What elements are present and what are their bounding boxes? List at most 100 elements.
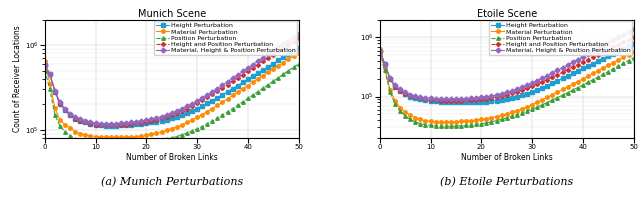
Material, Height & Position Perturbation bbox=[376, 49, 383, 52]
Position Perturbation bbox=[462, 124, 470, 127]
Legend: Height Perturbation, Material Perturbation, Position Perturbation, Height and Po: Height Perturbation, Material Perturbati… bbox=[154, 21, 298, 55]
Position Perturbation bbox=[376, 52, 383, 54]
Material, Height & Position Perturbation bbox=[97, 123, 104, 125]
Position Perturbation bbox=[457, 125, 465, 127]
Y-axis label: Count of Receiver Locations: Count of Receiver Locations bbox=[13, 25, 22, 132]
Height and Position Perturbation bbox=[127, 123, 135, 125]
Material, Height & Position Perturbation bbox=[214, 87, 221, 90]
Position Perturbation bbox=[630, 57, 637, 59]
Height Perturbation bbox=[457, 101, 465, 103]
Material Perturbation bbox=[548, 94, 556, 96]
Height Perturbation bbox=[127, 123, 135, 126]
Text: (b) Etoile Perturbations: (b) Etoile Perturbations bbox=[440, 177, 573, 187]
Height Perturbation bbox=[462, 101, 470, 103]
Material Perturbation bbox=[295, 52, 303, 54]
Position Perturbation bbox=[102, 144, 109, 146]
Line: Material Perturbation: Material Perturbation bbox=[43, 51, 300, 139]
Height Perturbation bbox=[548, 82, 556, 84]
Text: (a) Munich Perturbations: (a) Munich Perturbations bbox=[100, 177, 243, 187]
Line: Height and Position Perturbation: Height and Position Perturbation bbox=[43, 37, 300, 127]
Material, Height & Position Perturbation bbox=[290, 36, 298, 38]
Material, Height & Position Perturbation bbox=[228, 77, 236, 80]
Height Perturbation bbox=[122, 124, 130, 126]
Height and Position Perturbation bbox=[564, 69, 572, 71]
Material Perturbation bbox=[432, 121, 440, 123]
Title: Munich Scene: Munich Scene bbox=[138, 9, 206, 19]
Material Perturbation bbox=[290, 55, 298, 57]
Position Perturbation bbox=[548, 99, 556, 101]
Position Perturbation bbox=[41, 69, 49, 72]
Title: Etoile Scene: Etoile Scene bbox=[477, 9, 537, 19]
Height and Position Perturbation bbox=[290, 41, 298, 43]
Height Perturbation bbox=[290, 50, 298, 52]
Material Perturbation bbox=[630, 51, 637, 53]
Height and Position Perturbation bbox=[432, 99, 440, 101]
Material, Height & Position Perturbation bbox=[102, 123, 109, 125]
Position Perturbation bbox=[295, 63, 303, 65]
Material Perturbation bbox=[625, 53, 632, 56]
Height Perturbation bbox=[432, 100, 440, 103]
Height Perturbation bbox=[630, 43, 637, 45]
Material, Height & Position Perturbation bbox=[127, 121, 135, 124]
Position Perturbation bbox=[625, 59, 632, 62]
Material, Height & Position Perturbation bbox=[457, 98, 465, 100]
Material Perturbation bbox=[228, 94, 236, 97]
Height and Position Perturbation bbox=[457, 99, 465, 102]
Line: Position Perturbation: Position Perturbation bbox=[378, 51, 636, 128]
Material, Height & Position Perturbation bbox=[41, 64, 49, 66]
Material, Height & Position Perturbation bbox=[432, 98, 440, 100]
Height and Position Perturbation bbox=[625, 38, 632, 41]
Position Perturbation bbox=[97, 143, 104, 146]
Height and Position Perturbation bbox=[295, 37, 303, 40]
Height Perturbation bbox=[97, 124, 104, 126]
X-axis label: Number of Broken Links: Number of Broken Links bbox=[461, 153, 552, 162]
Height Perturbation bbox=[228, 88, 236, 90]
Material, Height & Position Perturbation bbox=[564, 64, 572, 66]
Line: Height Perturbation: Height Perturbation bbox=[378, 42, 636, 104]
Material Perturbation bbox=[462, 120, 470, 122]
Height and Position Perturbation bbox=[102, 124, 109, 126]
Height Perturbation bbox=[376, 49, 383, 52]
Height Perturbation bbox=[214, 97, 221, 99]
Position Perturbation bbox=[214, 117, 221, 119]
Height Perturbation bbox=[295, 47, 303, 49]
Line: Material, Height & Position Perturbation: Material, Height & Position Perturbation bbox=[43, 32, 300, 126]
Height Perturbation bbox=[452, 101, 460, 103]
Position Perturbation bbox=[228, 107, 236, 110]
Material Perturbation bbox=[41, 60, 49, 62]
Material Perturbation bbox=[122, 136, 130, 138]
Height Perturbation bbox=[625, 45, 632, 47]
Height and Position Perturbation bbox=[228, 80, 236, 83]
Height and Position Perturbation bbox=[630, 36, 637, 38]
Material, Height & Position Perturbation bbox=[630, 28, 637, 30]
Position Perturbation bbox=[564, 92, 572, 94]
Position Perturbation bbox=[122, 143, 130, 146]
Material, Height & Position Perturbation bbox=[122, 122, 130, 124]
Material, Height & Position Perturbation bbox=[548, 72, 556, 74]
Height and Position Perturbation bbox=[41, 64, 49, 66]
Line: Material, Height & Position Perturbation: Material, Height & Position Perturbation bbox=[378, 28, 636, 101]
Material Perturbation bbox=[564, 86, 572, 88]
Material, Height & Position Perturbation bbox=[295, 33, 303, 35]
Material, Height & Position Perturbation bbox=[625, 31, 632, 33]
Material Perturbation bbox=[127, 136, 135, 138]
Material, Height & Position Perturbation bbox=[442, 98, 450, 100]
Line: Material Perturbation: Material Perturbation bbox=[378, 47, 636, 124]
Height and Position Perturbation bbox=[122, 123, 130, 126]
Material Perturbation bbox=[457, 120, 465, 123]
Position Perturbation bbox=[437, 125, 445, 127]
Height and Position Perturbation bbox=[376, 49, 383, 52]
Material Perturbation bbox=[376, 47, 383, 50]
Height and Position Perturbation bbox=[462, 99, 470, 102]
Height Perturbation bbox=[564, 75, 572, 77]
Material Perturbation bbox=[107, 136, 115, 139]
Line: Height Perturbation: Height Perturbation bbox=[43, 46, 300, 127]
X-axis label: Number of Broken Links: Number of Broken Links bbox=[126, 153, 218, 162]
Material Perturbation bbox=[214, 104, 221, 107]
Material Perturbation bbox=[97, 136, 104, 138]
Height and Position Perturbation bbox=[548, 76, 556, 78]
Height and Position Perturbation bbox=[442, 99, 450, 102]
Height Perturbation bbox=[102, 124, 109, 127]
Position Perturbation bbox=[127, 143, 135, 145]
Legend: Height Perturbation, Material Perturbation, Position Perturbation, Height and Po: Height Perturbation, Material Perturbati… bbox=[490, 21, 632, 55]
